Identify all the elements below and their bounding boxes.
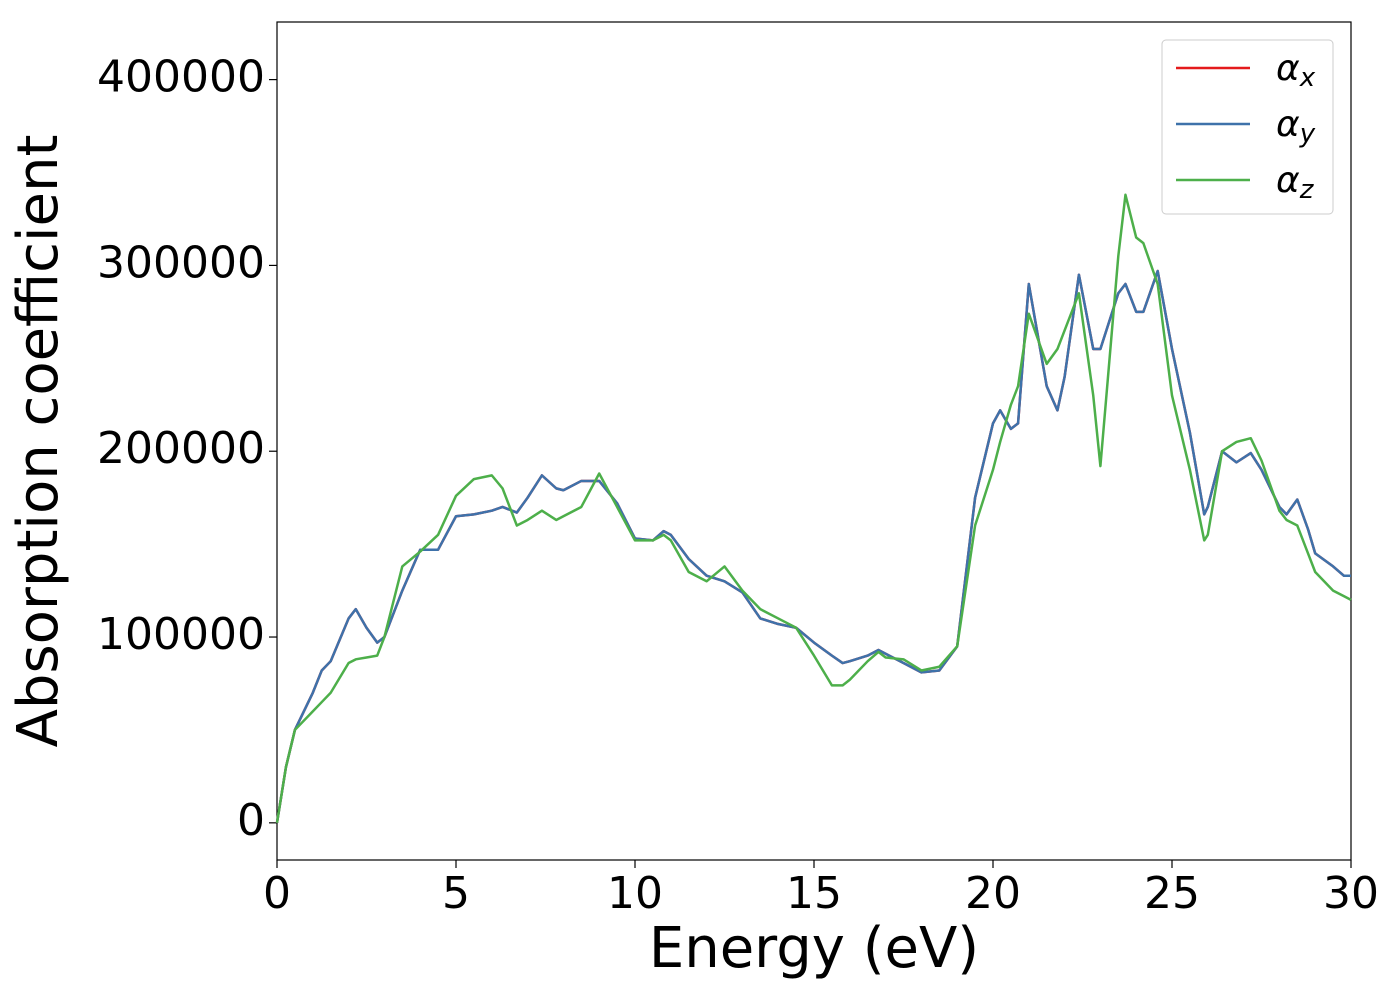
legend-label: αz — [1276, 160, 1315, 205]
series-line — [275, 269, 1351, 824]
x-tick-label: 15 — [786, 868, 842, 919]
y-tick-label: 300000 — [97, 237, 265, 288]
series-line — [275, 269, 1351, 824]
legend: αx αy αz — [1161, 39, 1334, 215]
x-tick-label: 0 — [263, 868, 291, 919]
y-tick-label: 0 — [237, 795, 265, 846]
x-tick-label: 10 — [607, 868, 663, 919]
y-tick-label: 200000 — [97, 423, 265, 474]
x-tick-label: 25 — [1144, 868, 1200, 919]
y-axis-label: Absorption coefficient — [6, 135, 71, 748]
y-tick-label: 100000 — [97, 609, 265, 660]
series-line — [275, 193, 1352, 824]
x-axis-label: Energy (eV) — [649, 916, 979, 981]
legend-label: αx — [1276, 48, 1316, 93]
x-tick-label: 30 — [1323, 868, 1379, 919]
y-tick-label: 400000 — [97, 52, 265, 103]
x-tick-label: 20 — [965, 868, 1021, 919]
legend-label: αy — [1276, 104, 1316, 149]
legend-box — [1161, 39, 1334, 215]
x-tick-label: 5 — [442, 868, 470, 919]
